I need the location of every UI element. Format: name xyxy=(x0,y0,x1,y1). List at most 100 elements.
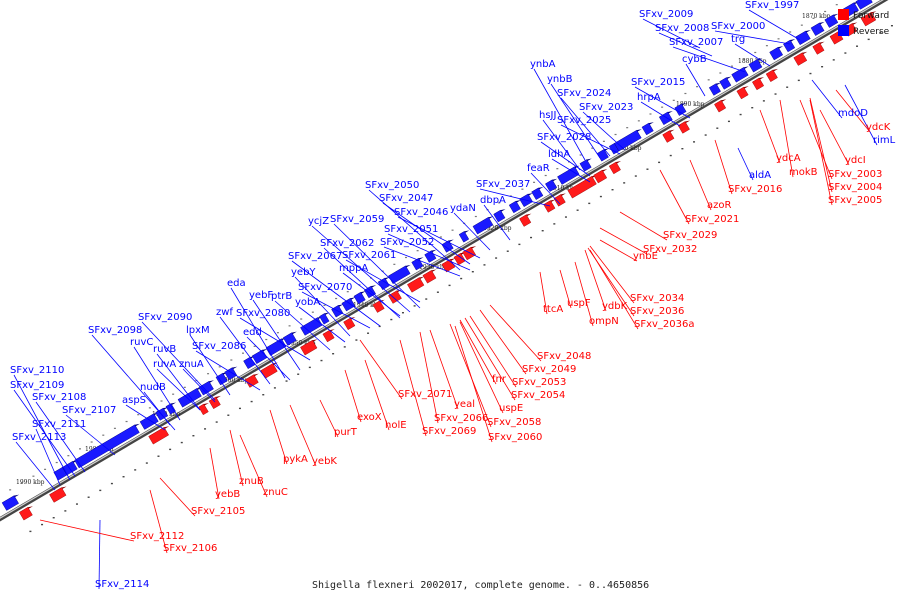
ruler-dot xyxy=(498,202,501,204)
ruler-dot xyxy=(693,141,696,143)
reverse-gene-leader xyxy=(658,32,713,57)
scale-tick-label: 1890 kbp xyxy=(676,101,705,108)
reverse-gene-label: SFxv_2070 xyxy=(298,282,352,293)
forward-gene-leader xyxy=(714,139,733,195)
reverse-gene xyxy=(708,82,722,96)
ruler-dot xyxy=(393,263,396,265)
forward-gene-leader xyxy=(359,339,403,400)
ruler-dot xyxy=(588,202,591,205)
reverse-gene xyxy=(810,21,825,36)
reverse-gene-leader xyxy=(219,316,271,385)
ruler-dot xyxy=(288,325,291,327)
reverse-gene xyxy=(748,58,763,73)
forward-gene-leader xyxy=(344,369,362,423)
reverse-gene-label: aldA xyxy=(749,170,771,181)
reverse-gene-leader xyxy=(685,63,706,97)
forward-gene-leader xyxy=(759,109,781,164)
ruler-dot xyxy=(75,503,78,505)
ruler-dot xyxy=(890,25,893,27)
reverse-gene-leader xyxy=(252,299,301,371)
forward-gene-leader xyxy=(454,325,493,443)
ruler-dot xyxy=(148,407,151,409)
ruler-dot xyxy=(439,236,442,238)
ruler-dot xyxy=(451,229,454,231)
reverse-gene-leader xyxy=(642,18,701,49)
reverse-gene-leader xyxy=(634,86,691,119)
genome-backbone xyxy=(0,0,889,522)
ruler-dot xyxy=(137,414,140,416)
forward-gene xyxy=(793,51,808,66)
reverse-gene-label: SFxv_2108 xyxy=(32,392,86,403)
reverse-gene xyxy=(472,216,494,235)
reverse-gene-label: ynbB xyxy=(547,74,573,85)
ruler-dot xyxy=(367,332,370,334)
forward-gene-label: ttcA xyxy=(543,304,563,315)
forward-gene-label: uspE xyxy=(499,403,523,414)
ruler-dot xyxy=(742,58,745,60)
ruler-dot xyxy=(681,148,684,150)
reverse-gene-label: SFxv_2086 xyxy=(192,341,246,352)
ruler-dot xyxy=(777,38,780,40)
reverse-gene xyxy=(493,209,506,223)
reverse-gene-label: SFxv_2051 xyxy=(384,224,438,235)
ruler-dot xyxy=(483,264,486,266)
ruler-dot xyxy=(67,455,70,457)
ruler-dot xyxy=(125,420,128,423)
ruler-dot xyxy=(169,448,172,451)
reverse-gene xyxy=(424,249,437,263)
ruler-dot xyxy=(265,338,268,341)
reverse-gene-leader xyxy=(397,216,481,259)
forward-gene-label: znuB xyxy=(239,476,264,487)
reverse-gene-label: SFxv_2037 xyxy=(476,179,530,190)
forward-gene xyxy=(422,269,437,284)
forward-gene-label: SFxv_2106 xyxy=(163,543,217,554)
reverse-gene-label: SFxv_2110 xyxy=(10,365,64,376)
ruler-dot xyxy=(134,469,137,471)
forward-gene-leader xyxy=(574,261,594,327)
scale-tick-label: 1950 kbp xyxy=(287,340,316,347)
reverse-gene xyxy=(198,380,215,396)
ruler-dot xyxy=(262,394,265,396)
forward-gene xyxy=(343,316,356,331)
ruler-dot xyxy=(556,168,559,170)
ruler-dot xyxy=(207,373,210,375)
forward-gene-label: SFxv_2105 xyxy=(191,506,245,517)
ruler-dot xyxy=(413,305,416,307)
ruler-dot xyxy=(602,140,605,142)
ruler-dot xyxy=(474,215,477,218)
reverse-gene-label: cybB xyxy=(682,54,707,65)
ruler-dot xyxy=(9,489,12,491)
forward-gene xyxy=(593,169,608,184)
ruler-dot xyxy=(87,496,90,498)
forward-gene-leader xyxy=(799,99,833,180)
reverse-gene-leader xyxy=(298,306,346,343)
forward-gene-label: ydcA xyxy=(776,153,801,164)
ruler-dot xyxy=(448,284,451,287)
reverse-gene-label: hrpA xyxy=(637,92,661,103)
scale-tick-label: 1920 kbp xyxy=(483,225,512,232)
reverse-gene-leader xyxy=(530,172,561,205)
forward-gene-label: yeal xyxy=(454,399,475,410)
forward-gene-label: ompN xyxy=(589,316,619,327)
reverse-gene xyxy=(139,412,159,430)
reverse-gene-leader xyxy=(734,43,771,67)
ruler-dot xyxy=(727,120,730,123)
forward-gene-label: ydcK xyxy=(866,122,891,133)
forward-gene-label: SFxv_2036a xyxy=(634,319,695,330)
ruler-dot xyxy=(797,79,800,82)
ruler-dot xyxy=(530,236,533,239)
reverse-gene-label: SFxv_2080 xyxy=(236,308,290,319)
ruler-dot xyxy=(707,79,710,81)
ruler-dot xyxy=(218,366,221,368)
ruler-dot xyxy=(436,291,439,293)
reverse-gene-leader xyxy=(811,79,843,119)
forward-gene-label: SFxv_2049 xyxy=(522,364,576,375)
ruler-dot xyxy=(812,17,815,19)
ruler-dot xyxy=(204,428,207,430)
ruler-dot xyxy=(44,468,47,470)
forward-gene-label: SFxv_2112 xyxy=(130,531,184,542)
reverse-gene-leader xyxy=(551,158,591,183)
reverse-gene-leader xyxy=(311,225,411,313)
reverse-gene-leader xyxy=(479,188,551,207)
ruler-dot xyxy=(320,359,323,362)
